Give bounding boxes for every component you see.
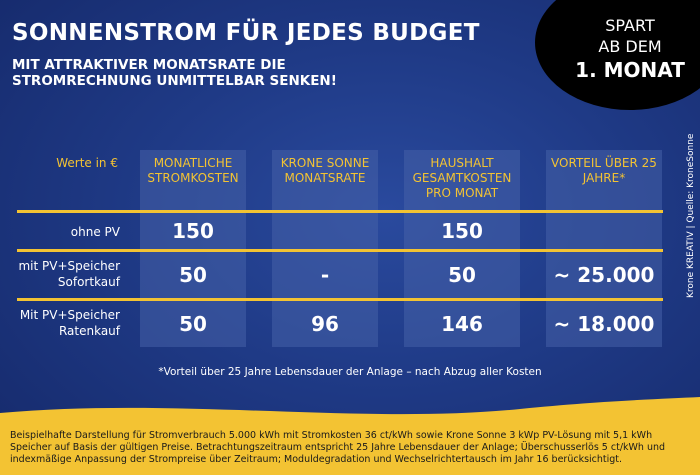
header-monatliche-stromkosten: MONATLICHE STROMKOSTEN (147, 156, 239, 185)
table-divider (17, 210, 663, 213)
header-vorteil: VORTEIL ÜBER 25 JAHRE* (551, 156, 657, 185)
table-cell: - (320, 263, 330, 287)
table-cell: 146 (441, 312, 483, 336)
row-label-ohne-pv: ohne PV (70, 225, 120, 239)
header-krone-sonne-monatsrate: KRONE SONNE MONATSRATE (280, 156, 370, 185)
column-bg-krone-sonne-monatsrate (272, 150, 378, 347)
column-bg-vorteil (546, 150, 662, 347)
table-cell: 150 (441, 219, 483, 243)
header-haushalt-gesamtkosten: HAUSHALT GESAMTKOSTEN PRO MONAT (412, 156, 512, 200)
table-cell: ~ 18.000 (553, 312, 655, 336)
badge-line-1: SPART (605, 16, 655, 35)
table-cell: ~ 25.000 (553, 263, 655, 287)
subheadline: MIT ATTRAKTIVER MONATSRATE DIE STROMRECH… (12, 57, 337, 89)
column-bg-haushalt-gesamtkosten (404, 150, 520, 347)
badge-line-2: AB DEM (598, 37, 662, 56)
table-cell: 50 (179, 312, 207, 336)
table-cell: 50 (179, 263, 207, 287)
bottom-disclaimer: Beispielhafte Darstellung für Stromverbr… (10, 430, 666, 465)
table-cell: 50 (448, 263, 476, 287)
table-cell: 96 (311, 312, 339, 336)
table-divider (17, 298, 663, 301)
source-credit: Krone KREATIV | Quelle: KroneSonne (686, 133, 696, 298)
table-divider (17, 249, 663, 252)
row-label-ratenkauf: Mit PV+Speicher Ratenkauf (19, 308, 120, 338)
row-label-sofortkauf: mit PV+Speicher Sofortkauf (18, 259, 120, 289)
table-cell: 150 (172, 219, 214, 243)
footnote: *Vorteil über 25 Jahre Lebensdauer der A… (158, 366, 542, 378)
badge-line-3: 1. MONAT (575, 58, 685, 82)
header-werte: Werte in € (56, 156, 118, 170)
headline: SONNENSTROM FÜR JEDES BUDGET (12, 20, 480, 46)
column-bg-monatliche-stromkosten (140, 150, 246, 347)
yellow-wave-band (0, 397, 700, 475)
